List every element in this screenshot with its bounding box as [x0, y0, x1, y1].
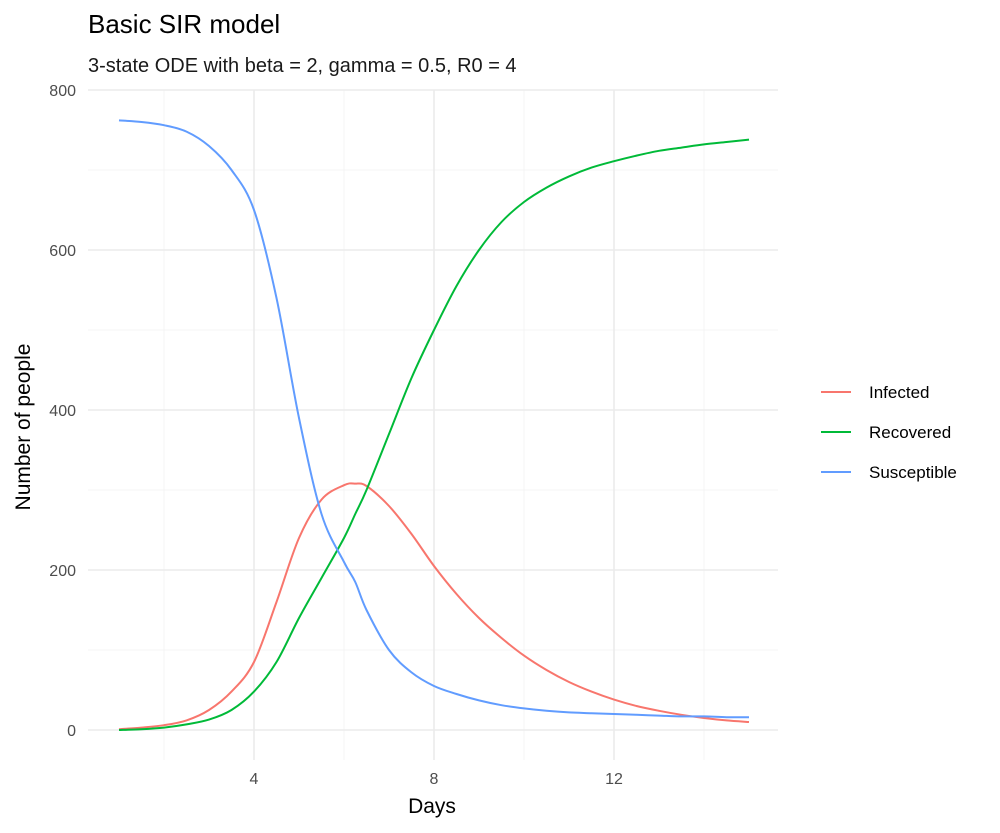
y-tick-label: 200 — [49, 563, 76, 580]
y-axis-ticks: 0 200 400 600 800 — [49, 83, 76, 740]
legend: Infected Recovered Susceptible — [821, 383, 957, 482]
y-tick-label: 0 — [67, 723, 76, 740]
legend-label-infected: Infected — [869, 383, 930, 402]
y-tick-label: 600 — [49, 243, 76, 260]
series-line-recovered — [118, 138, 750, 731]
series-line-infected — [118, 482, 750, 731]
series-lines — [118, 119, 750, 731]
y-axis-title: Number of people — [12, 344, 35, 511]
x-axis-ticks: 4 8 12 — [250, 771, 623, 788]
chart-title: Basic SIR model — [88, 9, 280, 39]
y-tick-label: 400 — [49, 403, 76, 420]
x-axis-title: Days — [408, 795, 456, 818]
x-tick-label: 4 — [250, 771, 259, 788]
x-tick-label: 12 — [605, 771, 623, 788]
grid — [88, 89, 778, 760]
series-line-susceptible — [118, 119, 750, 719]
legend-label-susceptible: Susceptible — [869, 463, 957, 482]
legend-label-recovered: Recovered — [869, 423, 951, 442]
y-tick-label: 800 — [49, 83, 76, 100]
chart-subtitle: 3-state ODE with beta = 2, gamma = 0.5, … — [88, 55, 517, 77]
x-tick-label: 8 — [430, 771, 439, 788]
